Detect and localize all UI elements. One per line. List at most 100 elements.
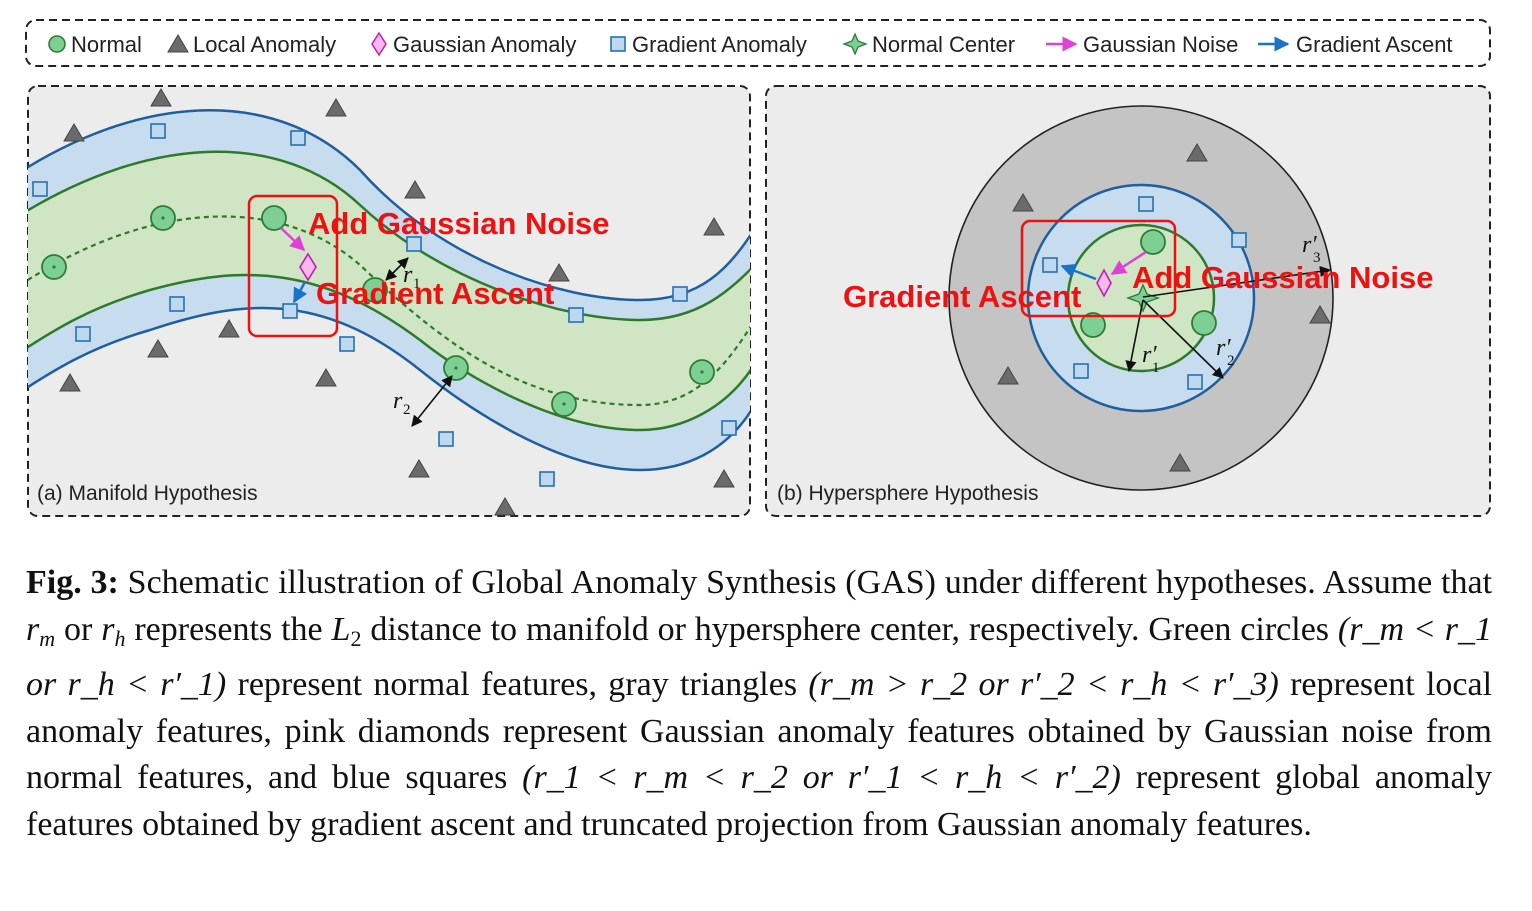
caption-l2: L <box>331 610 351 648</box>
legend-gaussian-icon <box>371 31 387 57</box>
caption-condition-normal: (r_m < r_1 or r_h < r′_1) <box>26 610 1492 704</box>
caption-var-rh: r <box>101 610 115 648</box>
manifold-r2-sub: 2 <box>403 402 411 418</box>
legend-center-label: Normal Center <box>872 32 1015 57</box>
local-anomaly-triangle <box>315 368 337 387</box>
local-anomaly-triangle <box>150 88 172 107</box>
caption-or: or <box>64 610 93 648</box>
sphere-r1-sub: 1 <box>1152 360 1160 376</box>
normal-circle <box>1191 310 1217 336</box>
local-anomaly-triangle <box>1186 143 1208 162</box>
legend-center-icon <box>842 32 868 56</box>
legend-local-label: Local Anomaly <box>193 32 336 57</box>
gradient-anomaly-square <box>539 471 555 487</box>
manifold-r1-sub: 1 <box>413 276 421 292</box>
gradient-anomaly-square <box>672 286 688 302</box>
sphere-r3-sub: 3 <box>1313 250 1321 266</box>
manifold-r1-arrow <box>385 257 409 281</box>
sphere-noise-arrow <box>1110 250 1147 276</box>
local-anomaly-triangle <box>218 319 240 338</box>
caption-var-rh-sub: h <box>114 625 126 651</box>
sphere-ascent-arrow <box>1060 263 1097 281</box>
manifold-annotation-noise: Add Gaussian Noise <box>308 206 609 241</box>
gradient-anomaly-square <box>282 303 298 319</box>
manifold-local-anomalies <box>59 88 735 516</box>
caption-fig-label: Fig. 3: <box>26 564 119 601</box>
sphere-highlight-box <box>1020 219 1177 318</box>
manifold-center-line <box>28 215 750 407</box>
caption-var-rm-sub: m <box>39 625 56 651</box>
local-anomaly-triangle <box>548 263 570 282</box>
gradient-anomaly-square <box>406 236 422 252</box>
local-anomaly-triangle <box>63 123 85 142</box>
legend-noise-label: Gaussian Noise <box>1083 32 1238 57</box>
manifold-gradient-anomalies <box>32 123 737 487</box>
figure-caption: Fig. 3: Schematic illustration of Global… <box>26 560 1492 848</box>
caption-condition-local: (r_m > r_2 or r′_2 < r_h < r′_3) <box>808 666 1279 703</box>
panel-hypersphere: r′ 1 r′ 2 r′ 3 Add Gaussian Noise Gradie… <box>765 85 1491 517</box>
manifold-inner-band <box>28 150 750 432</box>
gradient-anomaly-square <box>32 181 48 197</box>
local-anomaly-triangle <box>408 459 430 478</box>
legend: Normal Local Anomaly Gaussian Anomaly Gr… <box>25 19 1491 67</box>
local-anomaly-triangle <box>59 373 81 392</box>
manifold-noise-arrow <box>280 227 306 252</box>
gradient-anomaly-square <box>721 420 737 436</box>
gradient-anomaly-square <box>438 431 454 447</box>
legend-gradient-icon <box>610 36 626 52</box>
gradient-anomaly-square <box>150 123 166 139</box>
gradient-anomaly-square <box>568 307 584 323</box>
normal-circle <box>1140 229 1166 255</box>
legend-local-icon <box>167 34 189 53</box>
sphere-r2-sub: 2 <box>1227 353 1235 369</box>
manifold-r1-label: r <box>403 262 413 288</box>
caption-text-5: represent local anomaly features, pink d… <box>26 666 1493 796</box>
manifold-r2-label: r <box>393 388 403 414</box>
gradient-anomaly-square <box>1231 232 1247 248</box>
caption-l2-sub: 2 <box>350 625 362 651</box>
local-anomaly-triangle <box>1012 193 1034 212</box>
caption-text-4: represent normal features, gray triangle… <box>237 666 798 703</box>
local-anomaly-triangle <box>494 497 516 516</box>
caption-var-rm: r <box>26 610 40 648</box>
manifold-gaussian-diamond <box>299 252 317 282</box>
sphere-r1-label: r′ <box>1142 342 1157 368</box>
sphere-gaussian-diamond <box>1096 268 1112 298</box>
gradient-anomaly-square <box>75 326 91 342</box>
sphere-r1-arrow <box>1125 299 1144 373</box>
gradient-anomaly-square <box>290 130 306 146</box>
local-anomaly-triangle <box>404 180 426 199</box>
sphere-annotation-ascent: Gradient Ascent <box>843 279 1081 314</box>
local-anomaly-triangle <box>325 98 347 117</box>
legend-normal-icon <box>48 35 66 53</box>
local-anomaly-triangle <box>703 217 725 236</box>
manifold-r2-arrow <box>411 375 453 427</box>
local-anomaly-triangle <box>147 339 169 358</box>
gradient-anomaly-square <box>1073 363 1089 379</box>
local-anomaly-triangle <box>997 366 1019 385</box>
legend-ascent-label: Gradient Ascent <box>1296 32 1453 57</box>
manifold-highlight-box <box>247 194 339 338</box>
panel-manifold: r 1 r 2 Add Gaussian Noise Gradient Asce… <box>27 85 751 517</box>
sphere-r2-label: r′ <box>1216 335 1231 361</box>
normal-circle <box>261 205 287 231</box>
local-anomaly-triangle <box>1309 305 1331 324</box>
sphere-r3-label: r′ <box>1302 232 1317 258</box>
gradient-anomaly-square <box>1138 196 1154 212</box>
gradient-anomaly-square <box>1042 257 1058 273</box>
caption-condition-global: (r_1 < r_m < r_2 or r′_1 < r_h < r′_2) <box>522 759 1121 796</box>
legend-gaussian-label: Gaussian Anomaly <box>393 32 576 57</box>
caption-text-3: distance to manifold or hypersphere cent… <box>370 610 1330 648</box>
gradient-anomaly-square <box>169 296 185 312</box>
sphere-r2-arrow <box>1142 299 1224 379</box>
caption-text-6: represent global anomaly features obtain… <box>26 759 1493 843</box>
legend-normal-label: Normal <box>71 32 142 57</box>
panel-a-label: (a) Manifold Hypothesis <box>37 482 258 505</box>
manifold-ascent-arrow <box>292 281 308 304</box>
normal-circle <box>1080 312 1106 338</box>
manifold-annotation-ascent: Gradient Ascent <box>316 276 554 311</box>
sphere-annotation-noise: Add Gaussian Noise <box>1132 260 1433 295</box>
figure-diagram: Normal Local Anomaly Gaussian Anomaly Gr… <box>25 19 1491 517</box>
panel-b-label: (b) Hypersphere Hypothesis <box>777 482 1038 505</box>
caption-text-1: Schematic illustration of Global Anomaly… <box>127 564 1493 601</box>
